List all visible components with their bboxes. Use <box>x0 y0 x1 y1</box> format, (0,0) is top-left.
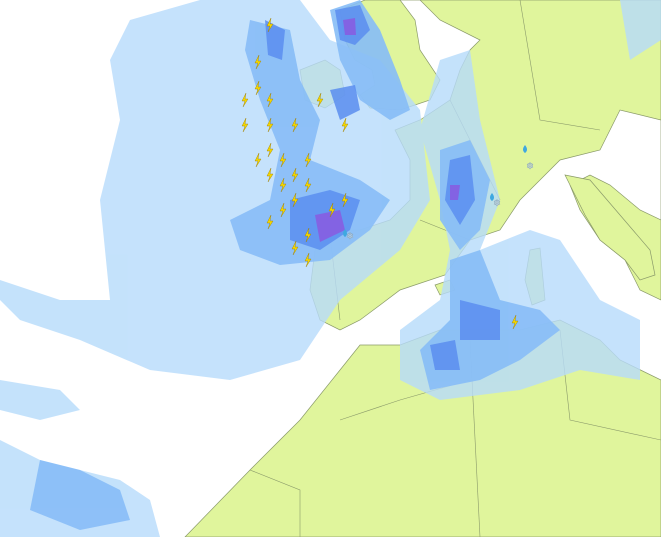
lightning-icon <box>291 240 299 256</box>
snowflake-icon: ❄ <box>526 162 534 172</box>
rain-drop-icon <box>490 193 494 201</box>
lightning-icon <box>279 177 287 193</box>
italy <box>564 174 656 281</box>
lightning-icon <box>266 214 274 230</box>
lightning-icon <box>291 117 299 133</box>
lightning-icon <box>291 167 299 183</box>
rain-drop-icon <box>523 145 527 153</box>
lightning-icon <box>304 152 312 168</box>
lightning-icon <box>279 202 287 218</box>
lightning-icon <box>316 92 324 108</box>
lightning-icon <box>291 192 299 208</box>
lightning-icon <box>241 92 249 108</box>
lightning-icon <box>328 202 336 218</box>
lightning-icon <box>254 152 262 168</box>
lightning-icon <box>341 117 349 133</box>
weather-icons: ❄ ❄ ❄ <box>241 17 534 330</box>
precipitation-very-heavy <box>315 18 460 242</box>
lightning-icon <box>304 227 312 243</box>
lightning-icon <box>511 314 519 330</box>
lightning-icon <box>304 177 312 193</box>
lightning-icon <box>279 152 287 168</box>
lightning-icon <box>266 167 274 183</box>
lightning-icon <box>266 117 274 133</box>
snowflake-icon: ❄ <box>493 199 501 209</box>
snowflake-icon: ❄ <box>346 232 354 242</box>
lightning-icon <box>266 92 274 108</box>
lightning-icon <box>254 80 262 96</box>
rain-drop-icon <box>343 229 347 237</box>
lightning-icon <box>254 54 262 70</box>
lightning-icon <box>266 142 274 158</box>
lightning-icon <box>304 252 312 268</box>
lightning-icon <box>266 17 274 33</box>
lightning-icon <box>241 117 249 133</box>
lightning-icon <box>341 192 349 208</box>
